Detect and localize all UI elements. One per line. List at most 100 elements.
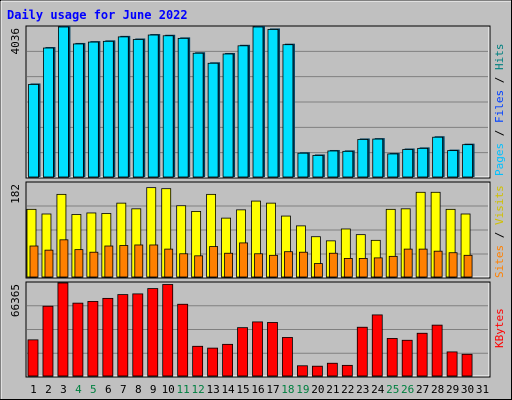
x-tick-label-day-6: 6	[105, 383, 112, 396]
bar-kbytes-day-26	[401, 339, 413, 377]
bar-kbytes-day-19	[297, 365, 308, 377]
bar-sites-day-28	[433, 250, 443, 278]
bar-sites-day-1	[29, 245, 39, 278]
x-tick-label-day-29: 29	[446, 383, 459, 396]
bar-sites-day-29	[448, 252, 458, 278]
bar-kbytes-day-15	[237, 327, 248, 377]
side-label-part: /	[493, 225, 506, 245]
bar-kbytes-day-3	[57, 282, 69, 377]
x-tick-label-day-8: 8	[135, 383, 142, 396]
side-label-part: Pages	[493, 143, 506, 176]
bar-kbytes-day-5	[87, 301, 99, 377]
bar-sites-day-6	[104, 245, 114, 278]
x-tick-label-day-20: 20	[311, 383, 324, 396]
bar-hits-day-20	[312, 155, 324, 178]
bar-hits-day-9	[147, 34, 159, 178]
bar-hits-day-13	[207, 62, 219, 178]
bar-sites-day-24	[373, 257, 383, 278]
side-label-part: /	[493, 70, 506, 90]
x-tick-label-day-10: 10	[162, 383, 175, 396]
bar-sites-day-22	[343, 258, 353, 278]
x-tick-label-day-13: 13	[206, 383, 219, 396]
bar-hits-day-19	[297, 152, 309, 178]
bar-sites-day-4	[74, 249, 84, 278]
bar-sites-day-5	[89, 251, 99, 278]
bar-hits-day-26	[402, 149, 414, 178]
bar-sites-day-9	[149, 244, 159, 278]
bar-sites-day-10	[164, 248, 174, 278]
bar-sites-day-23	[358, 258, 368, 278]
bar-kbytes-day-21	[326, 362, 338, 377]
bar-hits-day-28	[432, 136, 443, 178]
bar-sites-day-18	[284, 251, 293, 278]
visits-panel-side-label: Sites / Visits	[493, 185, 506, 278]
bar-hits-day-16	[252, 26, 264, 178]
side-label-part: /	[493, 123, 506, 143]
hits-panel-side-label: Pages / Files / Hits	[493, 44, 506, 177]
bar-sites-day-8	[134, 244, 144, 278]
side-label-part: Sites	[493, 245, 506, 278]
x-tick-label-day-3: 3	[60, 383, 67, 396]
bar-hits-day-5	[87, 41, 99, 178]
bar-kbytes-day-7	[117, 294, 129, 377]
bar-sites-day-30	[463, 254, 473, 278]
bar-sites-day-19	[299, 251, 308, 278]
bar-kbytes-day-23	[356, 326, 368, 377]
bar-hits-day-15	[237, 45, 249, 178]
x-tick-label-day-21: 21	[326, 383, 339, 396]
bar-hits-day-27	[417, 147, 429, 178]
side-label-part: Visits	[493, 185, 506, 225]
side-label-part: Files	[493, 90, 506, 123]
bar-hits-day-17	[267, 29, 279, 178]
bar-sites-day-7	[119, 245, 129, 278]
x-tick-label-day-26: 26	[401, 383, 414, 396]
hits-panel-ymax-label: 4036	[9, 28, 22, 55]
side-label-part: KBytes	[493, 308, 506, 348]
bar-hits-day-7	[117, 36, 129, 178]
bar-kbytes-day-11	[177, 303, 189, 377]
x-tick-label-day-14: 14	[221, 383, 235, 396]
bar-kbytes-day-16	[252, 321, 263, 377]
bar-kbytes-day-10	[162, 284, 174, 377]
bar-hits-day-23	[357, 139, 369, 178]
x-tick-label-day-24: 24	[371, 383, 385, 396]
bar-hits-day-11	[177, 37, 189, 178]
bar-hits-day-2	[43, 47, 54, 178]
kbytes-panel-ymax-label: 66365	[9, 284, 22, 317]
bar-hits-day-8	[132, 39, 144, 178]
x-tick-label-day-28: 28	[431, 383, 444, 396]
bar-kbytes-day-4	[72, 302, 84, 377]
bar-kbytes-day-22	[341, 364, 353, 377]
bar-kbytes-day-1	[27, 339, 39, 377]
visits-panel-ymax-label: 182	[9, 184, 22, 204]
x-tick-label-day-25: 25	[386, 383, 399, 396]
bar-sites-day-11	[179, 253, 189, 278]
x-tick-label-day-4: 4	[75, 383, 82, 396]
bar-hits-day-22	[342, 150, 354, 178]
bar-kbytes-day-30	[461, 353, 473, 377]
x-tick-label-day-27: 27	[416, 383, 429, 396]
bar-sites-day-14	[224, 252, 233, 278]
bar-hits-day-18	[282, 44, 294, 178]
x-tick-label-day-9: 9	[150, 383, 157, 396]
x-tick-label-day-15: 15	[236, 383, 249, 396]
bar-hits-day-12	[192, 52, 204, 178]
x-tick-label-day-30: 30	[461, 383, 474, 396]
x-tick-label-day-12: 12	[192, 383, 205, 396]
x-tick-label-day-7: 7	[120, 383, 127, 396]
bar-hits-day-21	[327, 150, 339, 178]
bar-kbytes-day-27	[416, 332, 428, 377]
bar-sites-day-3	[59, 239, 69, 278]
chart-title: Daily usage for June 2022	[7, 8, 188, 22]
bar-hits-day-10	[162, 35, 174, 178]
bar-sites-day-27	[418, 248, 428, 278]
bar-kbytes-day-12	[192, 345, 204, 377]
x-tick-label-day-31: 31	[476, 383, 489, 396]
x-tick-label-day-19: 19	[296, 383, 309, 396]
x-tick-label-day-18: 18	[281, 383, 294, 396]
bar-sites-day-21	[328, 252, 338, 278]
bar-kbytes-day-8	[132, 293, 144, 377]
bar-sites-day-2	[44, 249, 54, 278]
x-tick-label-day-17: 17	[266, 383, 279, 396]
